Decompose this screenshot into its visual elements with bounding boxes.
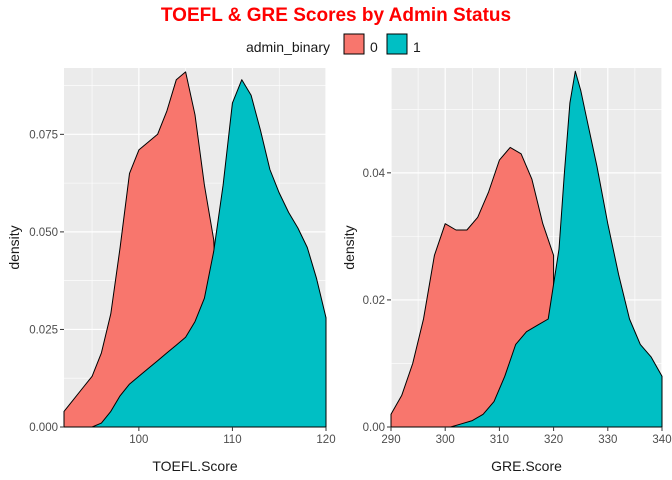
gre-x-tick-label: 290 — [381, 434, 400, 446]
gre-x-axis-title: GRE.Score — [491, 458, 562, 474]
toefl-x-axis-title: TOEFL.Score — [152, 458, 238, 474]
chart-title: TOEFL & GRE Scores by Admin Status — [161, 5, 511, 26]
toefl-density-panel: 100 110 120 0.000 0.025 0.050 0.075 TOEFL.Score… — [6, 68, 336, 474]
gre-y-axis-title: density — [341, 225, 357, 269]
gre-x-tick-label: 310 — [490, 434, 509, 446]
gre-x-tick-label: 300 — [436, 434, 455, 446]
legend-label-0: 0 — [370, 39, 378, 55]
legend-key-0 — [343, 33, 365, 55]
gre-y-tick-label: 0.02 — [363, 295, 385, 307]
gre-density-area-1 — [417, 70, 663, 428]
gre-x-tick-label: 340 — [652, 434, 671, 446]
toefl-y-axis-title: density — [6, 225, 22, 269]
toefl-x-tick-label: 110 — [223, 434, 241, 446]
gre-y-tick-label: 0.04 — [363, 168, 386, 180]
legend-label-1: 1 — [413, 39, 421, 55]
gre-density-panel: 290 300 310 320 330 340 0.00 0.02 0.04 GRE.Score d… — [341, 68, 672, 474]
toefl-density-area-1 — [82, 79, 327, 428]
legend-key-1 — [386, 33, 408, 55]
gre-x-tick-label: 330 — [598, 434, 617, 446]
gre-x-tick-label: 320 — [544, 434, 563, 446]
toefl-y-tick-label: 0.050 — [29, 227, 58, 239]
legend-title: admin_binary — [246, 39, 330, 55]
toefl-density-area-0 — [63, 71, 224, 428]
toefl-x-tick-label: 100 — [129, 434, 148, 446]
toefl-x-tick-label: 120 — [316, 434, 335, 446]
toefl-y-tick-label: 0.025 — [29, 324, 58, 336]
gre-y-tick-label: 0.00 — [363, 422, 385, 434]
legend: admin_binary 0 1 — [246, 33, 421, 55]
toefl-y-tick-label: 0.000 — [29, 422, 58, 434]
toefl-y-tick-label: 0.075 — [29, 129, 58, 141]
